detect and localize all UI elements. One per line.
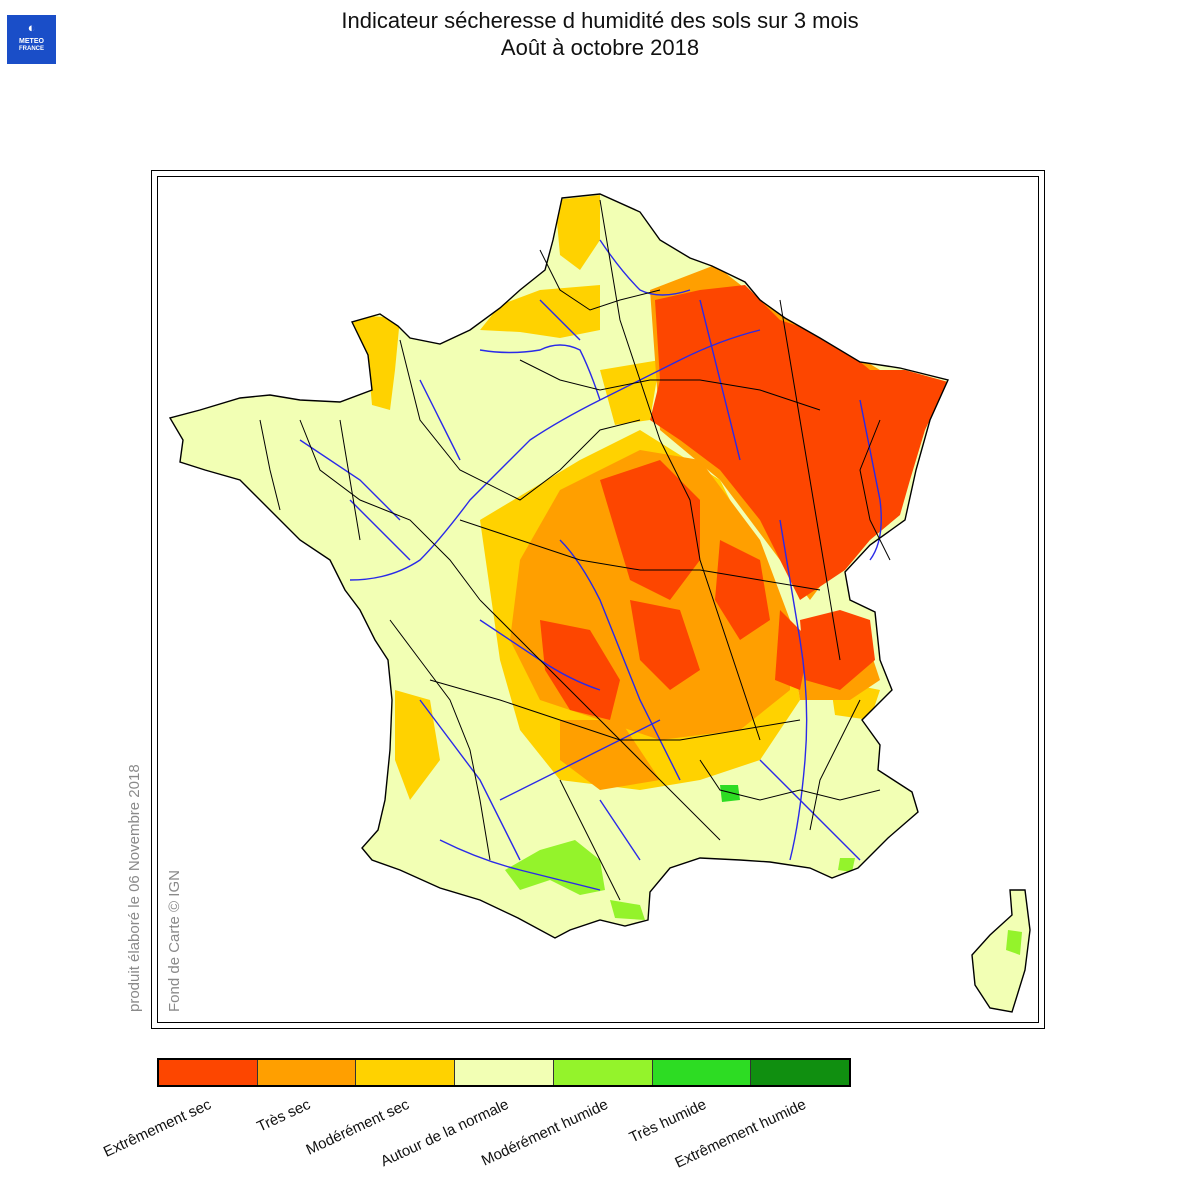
legend-swatch xyxy=(159,1060,258,1085)
zone-humid xyxy=(505,785,1022,955)
legend-swatch xyxy=(751,1060,850,1085)
corsica-outline xyxy=(971,889,1031,1013)
logo-text-france: FRANCE xyxy=(19,46,44,52)
drought-zones xyxy=(350,195,1022,955)
legend-color-bar xyxy=(157,1058,851,1087)
meteo-france-logo: ◐ METEO FRANCE xyxy=(7,15,56,64)
map-subtitle: Août à octobre 2018 xyxy=(500,35,700,60)
map-title: Indicateur sécheresse d humidité des sol… xyxy=(341,8,859,33)
legend-swatch xyxy=(455,1060,554,1085)
zone-extremely-dry xyxy=(540,285,948,720)
logo-text-meteo: METEO xyxy=(19,38,44,45)
map-frame xyxy=(157,176,1039,1023)
basemap-credit: Fond de Carte © IGN xyxy=(166,870,183,1012)
legend-swatch xyxy=(553,1060,653,1085)
legend-swatch xyxy=(257,1060,357,1085)
production-date-credit: produit élaboré le 06 Novembre 2018 xyxy=(126,764,143,1012)
logo-glyph: ◐ xyxy=(27,20,36,35)
map-frame-outer xyxy=(151,170,1045,1029)
legend-swatch xyxy=(652,1060,752,1085)
legend-swatch xyxy=(356,1060,456,1085)
corsica xyxy=(972,890,1030,1012)
department-boundaries xyxy=(259,199,891,901)
